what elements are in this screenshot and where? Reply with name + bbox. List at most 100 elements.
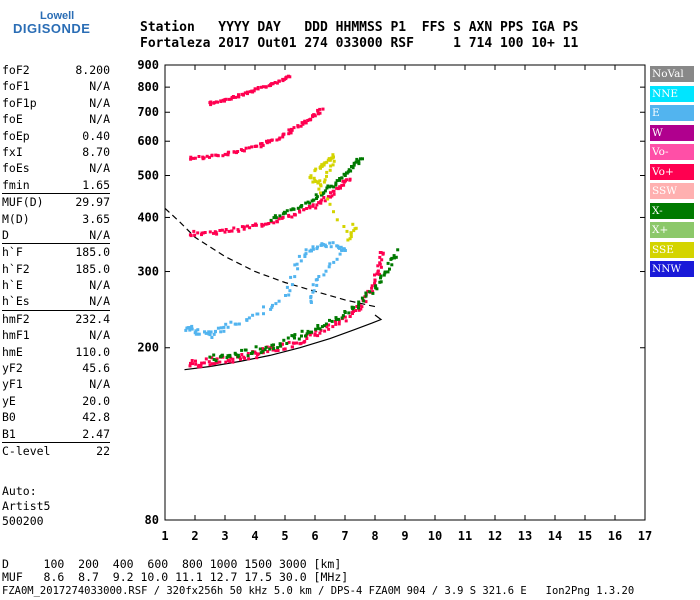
param-row: foE N/A <box>2 111 110 127</box>
x-tick-label: 2 <box>191 529 198 543</box>
data-point <box>191 362 195 366</box>
param-value: N/A <box>89 112 110 127</box>
data-point <box>203 231 207 234</box>
data-point <box>216 326 220 330</box>
data-point <box>208 230 212 234</box>
data-point <box>370 286 374 290</box>
plot-frame <box>164 64 646 521</box>
data-point <box>320 164 323 168</box>
data-point <box>212 353 216 357</box>
data-point <box>316 324 320 327</box>
param-row: C-level 22 <box>2 443 110 459</box>
data-point <box>265 222 269 226</box>
data-point <box>228 359 232 363</box>
data-point <box>189 157 193 161</box>
data-point <box>351 312 354 315</box>
param-name: h`Es <box>2 294 30 309</box>
data-point <box>289 275 293 279</box>
data-point <box>271 303 274 307</box>
data-point <box>215 361 219 365</box>
data-point <box>244 348 248 352</box>
data-point <box>216 100 220 104</box>
data-point <box>347 168 351 172</box>
data-point <box>303 121 307 125</box>
param-name: foF2 <box>2 63 30 77</box>
data-point <box>359 157 362 161</box>
data-point <box>364 291 368 295</box>
legend-item: NNW <box>650 261 694 277</box>
data-point <box>314 206 318 210</box>
data-point <box>226 153 230 157</box>
legend-item: NNE <box>650 85 694 102</box>
data-point <box>219 330 223 334</box>
data-point <box>314 329 318 333</box>
muf-curve <box>164 207 376 308</box>
data-point <box>332 260 336 264</box>
legend-item: Vo- <box>650 144 694 160</box>
data-point <box>326 184 330 188</box>
data-point <box>315 247 319 251</box>
y-tick-label: 300 <box>137 265 159 279</box>
data-point <box>225 356 229 359</box>
param-row: h`Es N/A <box>2 293 110 309</box>
data-point <box>337 322 341 326</box>
data-point <box>301 122 305 126</box>
param-name: foE <box>2 112 23 127</box>
data-point <box>248 226 252 230</box>
data-point <box>214 153 218 157</box>
data-point <box>346 170 350 174</box>
data-point <box>232 226 236 230</box>
data-point <box>224 322 228 326</box>
legend-item: SSE <box>650 241 694 258</box>
data-point <box>254 222 258 226</box>
data-point <box>376 264 380 268</box>
param-name: h`F <box>2 245 23 260</box>
data-point <box>288 289 292 293</box>
data-point <box>216 154 220 158</box>
data-point <box>322 191 326 195</box>
param-row: h`E N/A <box>2 277 110 293</box>
param-value: 232.4 <box>75 311 110 326</box>
data-point <box>334 322 338 326</box>
data-point <box>267 222 271 225</box>
data-point <box>293 336 296 340</box>
param-value: 42.8 <box>82 410 110 425</box>
data-point <box>371 291 375 295</box>
param-row: h`F 185.0 <box>2 244 110 260</box>
header-line-2: Fortaleza 2017 Out01 274 033000 RSF 1 71… <box>140 36 579 51</box>
data-point <box>332 155 335 159</box>
data-point <box>194 362 198 366</box>
data-point <box>328 262 332 266</box>
x-tick-label: 8 <box>371 529 378 543</box>
data-point <box>311 203 315 207</box>
data-point <box>282 132 286 136</box>
x-tick-label: 13 <box>518 529 532 543</box>
param-row: fmin 1.65 <box>2 177 110 193</box>
data-point <box>262 223 265 227</box>
data-point <box>247 316 251 320</box>
data-point <box>299 124 303 128</box>
param-value: 0.40 <box>82 128 110 143</box>
data-point <box>258 347 262 351</box>
legend-item: NoVal <box>650 66 694 82</box>
data-point <box>319 183 322 187</box>
data-point <box>287 340 291 344</box>
x-tick-label: 14 <box>548 529 562 543</box>
data-point <box>200 361 204 365</box>
data-point <box>334 181 338 185</box>
data-point <box>314 167 318 171</box>
param-row: fxI 8.70 <box>2 144 110 160</box>
autoscale-line-2: Artist5 <box>2 499 51 513</box>
data-point <box>208 363 212 367</box>
param-name: MUF(D) <box>2 195 44 210</box>
data-point <box>352 309 355 313</box>
data-point <box>208 155 211 159</box>
data-point <box>308 175 312 179</box>
data-point <box>323 329 327 333</box>
data-point <box>374 284 378 288</box>
data-point <box>209 330 213 334</box>
data-point <box>311 247 315 251</box>
data-point <box>222 329 226 333</box>
data-point <box>224 228 228 231</box>
data-point <box>293 263 297 267</box>
